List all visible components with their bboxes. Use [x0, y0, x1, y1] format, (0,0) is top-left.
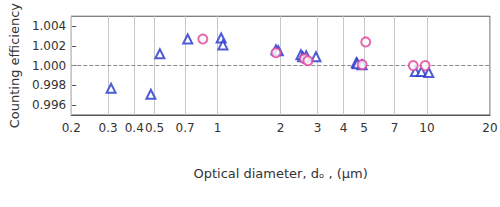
svg-text:0.4: 0.4 — [125, 121, 144, 135]
svg-text:Counting efficiency: Counting efficiency — [7, 3, 22, 129]
svg-text:0.7: 0.7 — [176, 121, 195, 135]
svg-text:0.996: 0.996 — [32, 98, 66, 112]
svg-text:0.998: 0.998 — [32, 78, 66, 92]
svg-text:0.5: 0.5 — [145, 121, 164, 135]
svg-text:5: 5 — [360, 121, 368, 135]
svg-text:Optical diameter, dₒ , (μm): Optical diameter, dₒ , (μm) — [193, 166, 367, 181]
svg-text:10: 10 — [419, 121, 434, 135]
svg-text:1.002: 1.002 — [32, 39, 66, 53]
svg-text:3: 3 — [314, 121, 322, 135]
svg-text:1: 1 — [214, 121, 222, 135]
svg-text:1.000: 1.000 — [32, 59, 66, 73]
svg-text:7: 7 — [391, 121, 399, 135]
svg-text:20: 20 — [482, 121, 497, 135]
svg-text:4: 4 — [340, 121, 348, 135]
svg-text:0.3: 0.3 — [99, 121, 118, 135]
svg-text:2: 2 — [277, 121, 285, 135]
svg-text:1.004: 1.004 — [32, 19, 66, 33]
svg-text:0.2: 0.2 — [62, 121, 81, 135]
